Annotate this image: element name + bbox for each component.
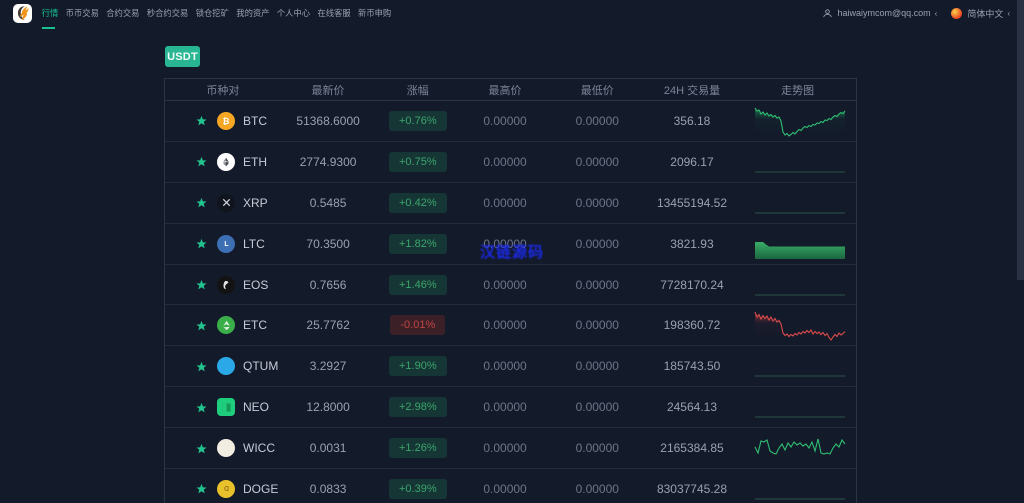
svg-text:D: D xyxy=(223,486,228,493)
svg-text:L: L xyxy=(224,241,228,248)
svg-text:₿: ₿ xyxy=(223,116,230,126)
